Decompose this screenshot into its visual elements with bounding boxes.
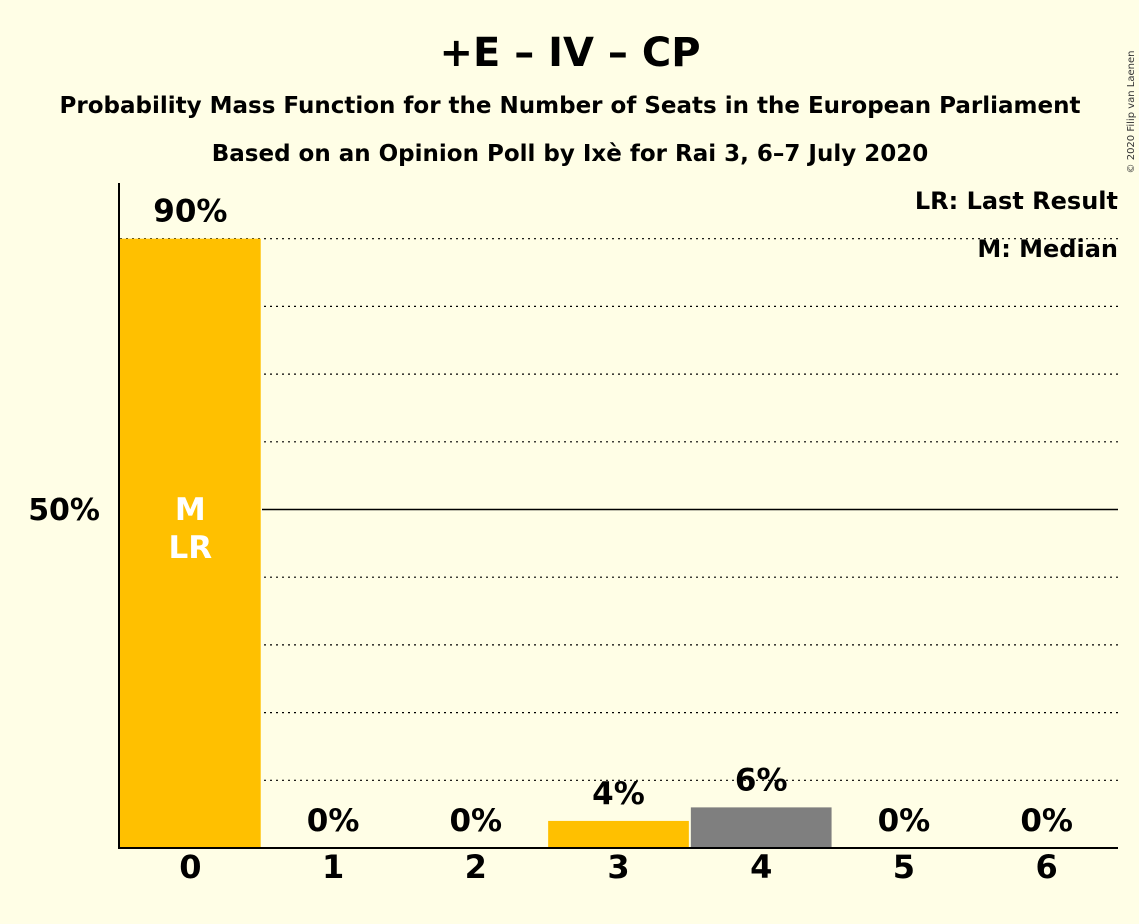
value-label-4: 6% bbox=[735, 762, 788, 798]
value-label-1: 0% bbox=[307, 803, 360, 839]
value-label-2: 0% bbox=[449, 803, 502, 839]
labels-group: 90% 0 0% 1 0% 2 4% 3 6% 4 0% 5 0% 6 MLR bbox=[153, 194, 1073, 886]
bar-3 bbox=[548, 820, 689, 848]
x-tick-label-2: 2 bbox=[465, 848, 487, 886]
bar-4 bbox=[690, 807, 832, 848]
x-tick-label-5: 5 bbox=[893, 848, 915, 886]
legend-last-result: LR: Last Result bbox=[915, 187, 1118, 215]
median-marker: M bbox=[175, 492, 206, 528]
value-label-0: 90% bbox=[153, 194, 227, 230]
last-result-marker: LR bbox=[169, 530, 213, 566]
bars-group bbox=[120, 238, 832, 848]
legend-median: M: Median bbox=[977, 235, 1118, 263]
chart-title: +E – IV – CP bbox=[439, 30, 700, 76]
chart-subtitle: Probability Mass Function for the Number… bbox=[60, 93, 1081, 119]
x-tick-label-4: 4 bbox=[750, 848, 772, 886]
y-tick-label-50: 50% bbox=[28, 493, 100, 528]
x-tick-label-0: 0 bbox=[179, 848, 201, 886]
value-label-6: 0% bbox=[1020, 803, 1073, 839]
bar-0 bbox=[120, 238, 261, 848]
gridlines bbox=[120, 238, 1118, 781]
chart-subtitle-poll: Based on an Opinion Poll by Ixè for Rai … bbox=[212, 141, 929, 167]
x-tick-label-6: 6 bbox=[1036, 848, 1058, 886]
x-tick-label-1: 1 bbox=[322, 848, 344, 886]
x-tick-label-3: 3 bbox=[607, 848, 629, 886]
copyright-notice: © 2020 Filip van Laenen bbox=[1126, 51, 1137, 174]
value-label-5: 0% bbox=[878, 803, 931, 839]
value-label-3: 4% bbox=[592, 776, 645, 812]
